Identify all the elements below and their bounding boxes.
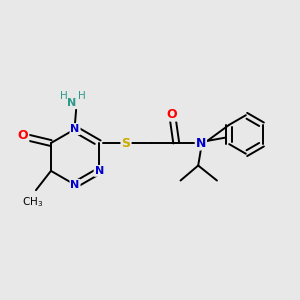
Text: H: H xyxy=(61,92,68,101)
Text: N: N xyxy=(196,136,206,149)
Text: N: N xyxy=(70,180,80,190)
Text: O: O xyxy=(167,108,177,121)
Text: O: O xyxy=(18,129,28,142)
Text: N: N xyxy=(94,166,104,176)
Text: N: N xyxy=(67,98,76,108)
Text: S: S xyxy=(122,136,130,149)
Text: CH$_3$: CH$_3$ xyxy=(22,196,43,209)
Text: N: N xyxy=(70,124,80,134)
Text: H: H xyxy=(78,92,85,101)
